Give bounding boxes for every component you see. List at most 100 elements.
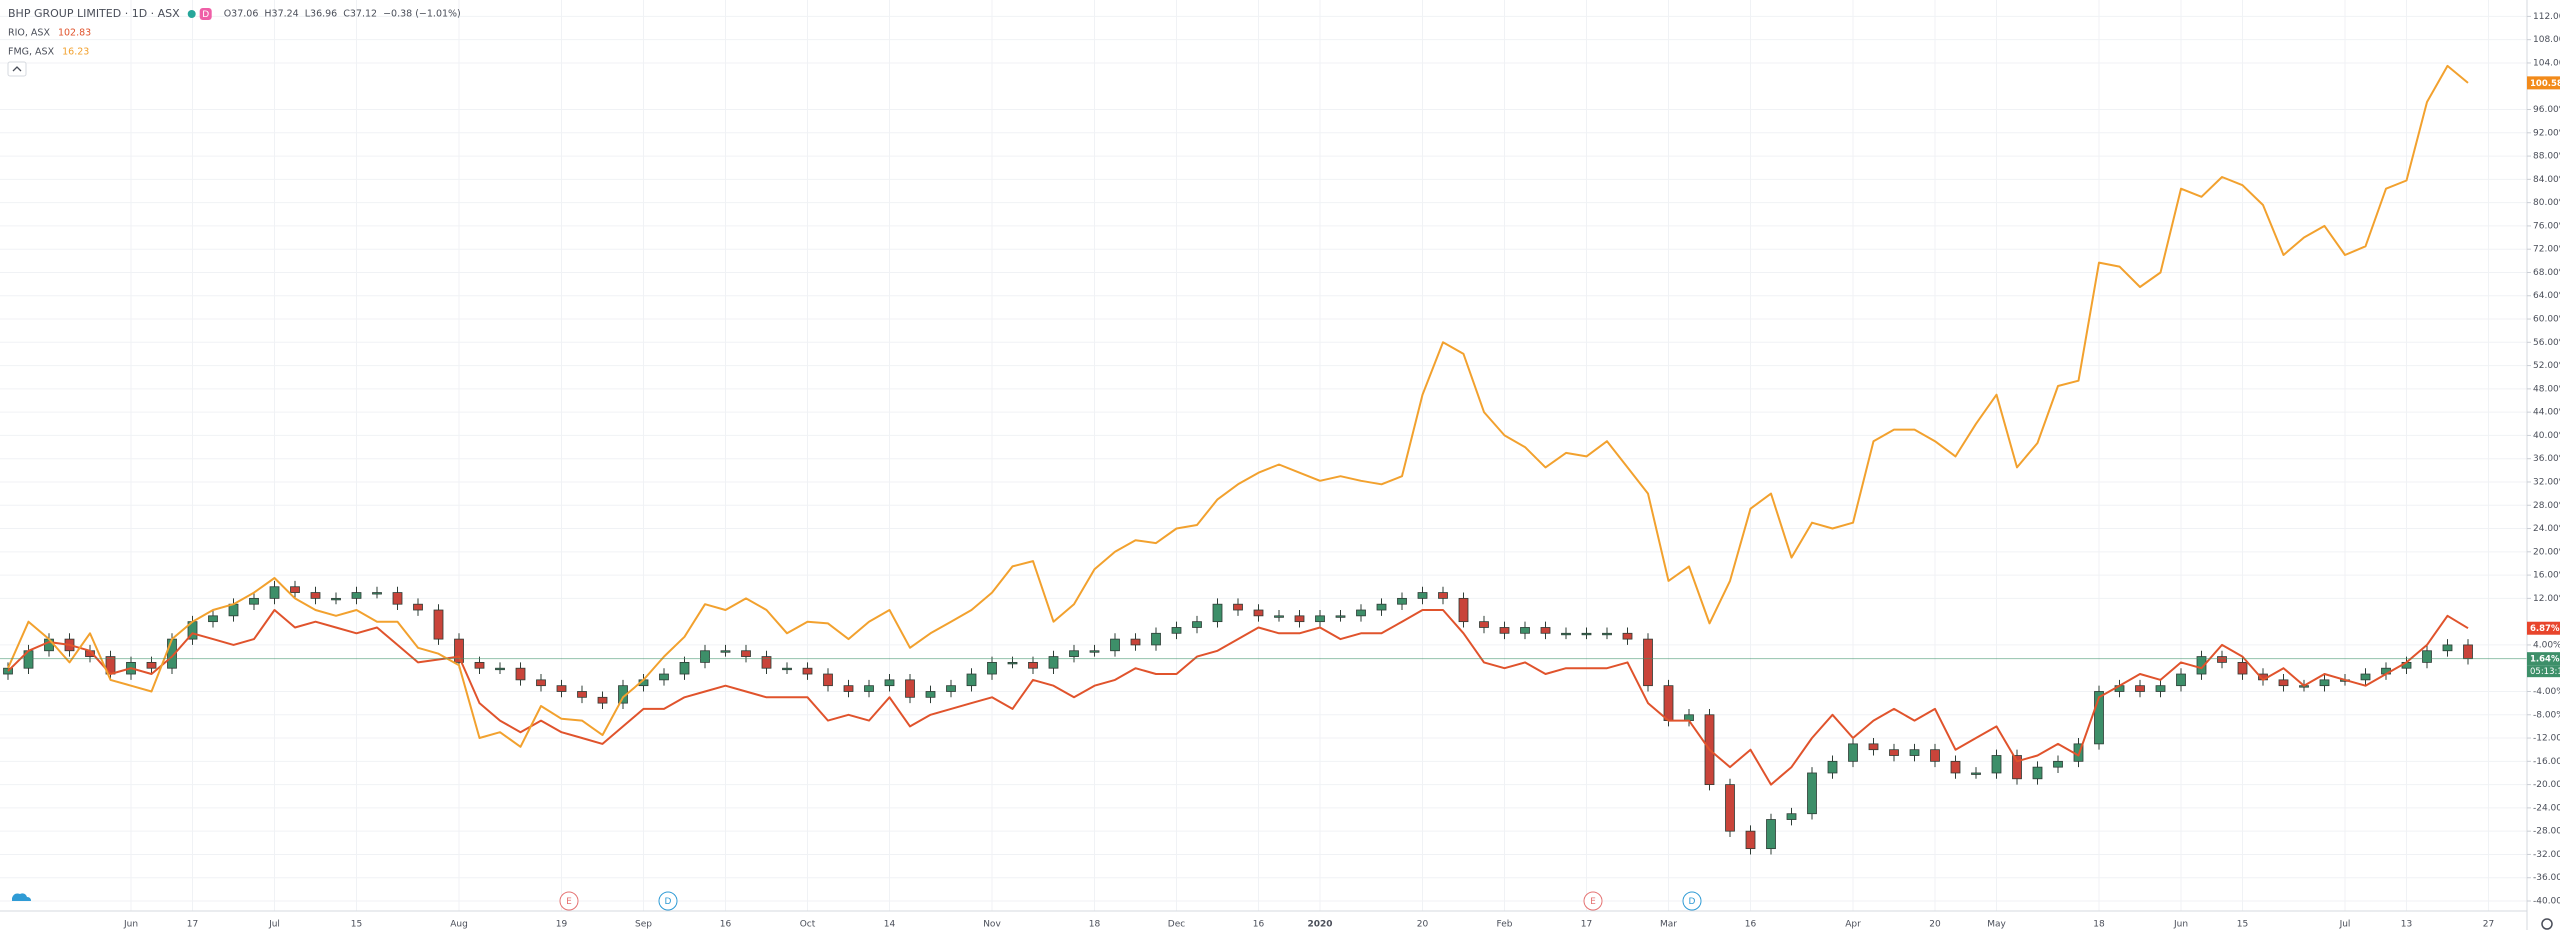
candle-body bbox=[1663, 685, 1674, 721]
settings-icon[interactable] bbox=[2541, 918, 2553, 930]
candle-body bbox=[392, 592, 403, 605]
candle-body bbox=[597, 696, 608, 704]
collapse-button[interactable] bbox=[7, 61, 27, 77]
candle-body bbox=[1397, 597, 1407, 605]
logo-icon[interactable] bbox=[12, 893, 31, 901]
candle-body bbox=[1786, 813, 1797, 820]
candle-body bbox=[515, 667, 526, 681]
candle-body bbox=[2319, 679, 2330, 687]
ohlc-value: C37.12 bbox=[343, 9, 377, 20]
candle-body bbox=[474, 661, 485, 669]
candle-body bbox=[2012, 755, 2022, 780]
candle-body bbox=[1848, 743, 1858, 762]
x-tick-label: Dec bbox=[1168, 920, 1185, 930]
ohlc-value: O37.06 bbox=[224, 9, 259, 20]
x-tick-label: 17 bbox=[1581, 920, 1592, 930]
candle-body bbox=[1233, 603, 1243, 611]
x-tick-label: 14 bbox=[884, 920, 896, 930]
candle-body bbox=[1315, 615, 1325, 623]
candle-body bbox=[1950, 760, 1961, 774]
event-label: D bbox=[1689, 897, 1696, 907]
x-tick-label: Jul bbox=[268, 920, 280, 930]
candle-body bbox=[1458, 597, 1469, 623]
grid bbox=[0, 0, 2527, 911]
x-tick-label: 13 bbox=[2401, 920, 2412, 930]
candle-body bbox=[44, 638, 54, 652]
y-tick-label: 72.00% bbox=[2533, 245, 2560, 255]
x-tick-label: Jun bbox=[123, 920, 138, 930]
y-tick-label: 76.00% bbox=[2533, 221, 2560, 231]
candle-body bbox=[1048, 656, 1059, 669]
candle-body bbox=[331, 597, 341, 601]
x-tick-label: 20 bbox=[1929, 920, 1941, 930]
y-tick-label: -32.00% bbox=[2533, 850, 2560, 860]
y-tick-label: 84.00% bbox=[2533, 175, 2560, 185]
x-tick-label: 18 bbox=[2093, 920, 2105, 930]
candle-body bbox=[2032, 766, 2043, 780]
candle-body bbox=[208, 615, 218, 623]
legend-value: 102.83 bbox=[58, 28, 91, 39]
candle-body bbox=[1622, 632, 1633, 640]
x-tick-label: 17 bbox=[187, 920, 198, 930]
candle-body bbox=[2053, 760, 2063, 768]
candle-body bbox=[1253, 609, 1264, 617]
candle-body bbox=[905, 679, 915, 698]
y-tick-label: 52.00% bbox=[2533, 361, 2560, 371]
candle-body bbox=[1868, 743, 1879, 751]
y-tick-label: -36.00% bbox=[2533, 873, 2560, 883]
countdown-label: 05:13:10 bbox=[2530, 667, 2560, 677]
candle-body bbox=[2463, 644, 2473, 660]
candle-body bbox=[1028, 661, 1038, 669]
y-tick-label: 44.00% bbox=[2533, 408, 2560, 418]
event-marker[interactable] bbox=[559, 891, 579, 911]
x-tick-label: 15 bbox=[2237, 920, 2248, 930]
x-tick-label: Jul bbox=[2339, 920, 2351, 930]
y-tick-label: 4.00% bbox=[2533, 640, 2560, 650]
y-tick-label: 36.00% bbox=[2533, 454, 2560, 464]
badge-text: D bbox=[202, 10, 209, 20]
y-tick-label: 64.00% bbox=[2533, 291, 2560, 301]
y-tick-label: 108.00% bbox=[2533, 35, 2560, 45]
candle-body bbox=[1725, 784, 1735, 832]
candle-body bbox=[1971, 772, 1981, 775]
event-label: E bbox=[566, 897, 572, 907]
candle-body bbox=[1089, 650, 1100, 653]
candle-body bbox=[1499, 627, 1510, 634]
event-label: E bbox=[1590, 897, 1596, 907]
candle-body bbox=[1151, 632, 1161, 646]
candle-body bbox=[1110, 638, 1120, 652]
countdown-tag bbox=[2527, 665, 2560, 678]
candle-body bbox=[495, 667, 505, 671]
candle-body bbox=[1540, 627, 1551, 634]
candle-body bbox=[2155, 685, 2166, 692]
ohlc-value: −0.38 (−1.01%) bbox=[383, 9, 461, 20]
candle-body bbox=[2278, 679, 2289, 687]
event-marker[interactable] bbox=[1682, 891, 1702, 911]
candle-body bbox=[761, 656, 772, 669]
candle-body bbox=[433, 609, 444, 640]
candle-body bbox=[556, 685, 567, 692]
event-marker[interactable] bbox=[658, 891, 678, 911]
candle-body bbox=[1274, 615, 1284, 618]
candle-body bbox=[1909, 749, 1920, 756]
plot bbox=[0, 64, 2527, 855]
candle-body bbox=[966, 673, 977, 687]
x-tick-label: 27 bbox=[2483, 920, 2494, 930]
event-marker[interactable] bbox=[1583, 891, 1603, 911]
ohlc-value: H37.24 bbox=[264, 9, 298, 20]
y-tick-label: -24.00% bbox=[2533, 803, 2560, 813]
x-tick-label: 19 bbox=[556, 920, 568, 930]
y-tick-label: -4.00% bbox=[2533, 687, 2560, 697]
y-tick-label: 56.00% bbox=[2533, 338, 2560, 348]
y-tick-label: -8.00% bbox=[2533, 710, 2560, 720]
ohlc-value: L36.96 bbox=[305, 9, 338, 20]
x-tick-label: 16 bbox=[720, 920, 732, 930]
candle-body bbox=[925, 691, 936, 698]
candle-body bbox=[1171, 627, 1182, 634]
candle-body bbox=[351, 592, 362, 599]
candle-body bbox=[700, 650, 710, 663]
dividend-badge bbox=[199, 8, 212, 20]
y-tick-label: -40.00% bbox=[2533, 897, 2560, 907]
candle-body bbox=[782, 667, 792, 671]
